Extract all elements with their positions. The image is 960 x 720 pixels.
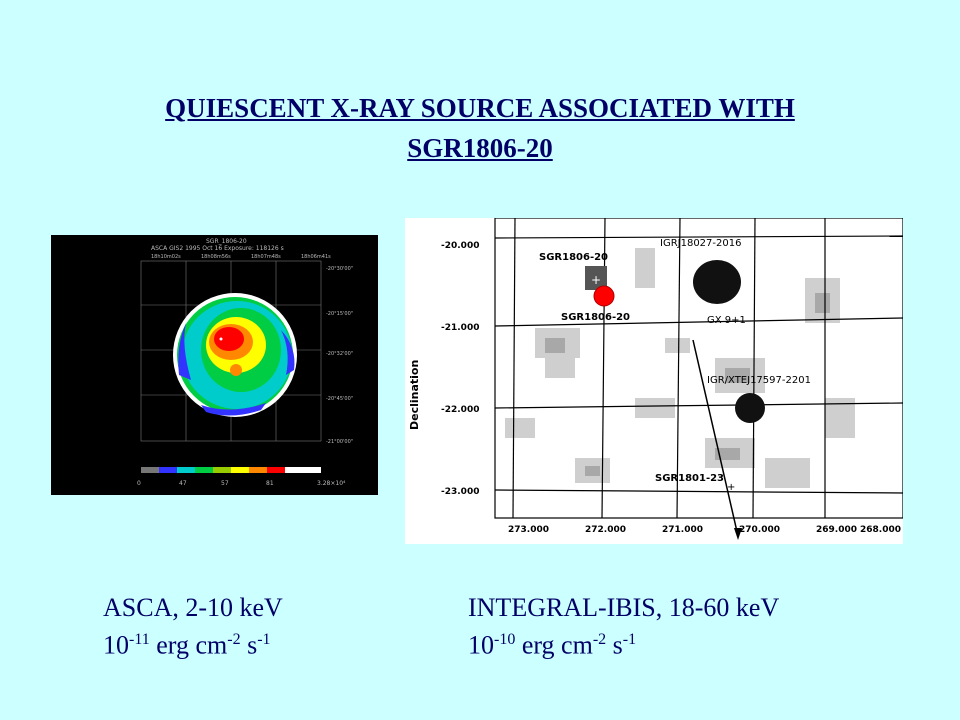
title-line-2: SGR1806-20	[407, 133, 553, 163]
label-igrxte: IGR/XTEJ17597-2201	[707, 375, 811, 386]
caption-integral: INTEGRAL-IBIS, 18-60 keV 10-10 erg cm-2 …	[468, 592, 779, 662]
slide-title: QUIESCENT X-RAY SOURCE ASSOCIATED WITH S…	[0, 88, 960, 168]
declination-axis-label: Declination	[408, 360, 421, 430]
colorbar-label: 81	[266, 480, 274, 487]
label-gx9: GX 9+1	[707, 315, 746, 326]
integral-grid	[494, 218, 903, 519]
caption-asca: ASCA, 2-10 keV 10-11 erg cm-2 s-1	[103, 592, 283, 662]
asca-dec-tick: -21°00'00"	[326, 439, 353, 445]
integral-image: + + SGR1806-20 IGRJ18027-2016 SGR1806-20…	[405, 218, 903, 544]
ra-tick: 269.000	[816, 525, 857, 535]
ra-tick: 270.000	[739, 525, 780, 535]
source-sgr1806	[585, 266, 607, 290]
dec-tick: -22.000	[441, 405, 479, 415]
caption-integral-instrument: INTEGRAL-IBIS, 18-60 keV	[468, 593, 780, 622]
asca-dec-tick: -20°15'00"	[326, 311, 353, 317]
colorbar-label: 47	[179, 480, 187, 487]
integral-background-structure	[505, 248, 855, 488]
asca-ra-tick: 18h07m48s	[251, 254, 281, 260]
label-sgr1801: SGR1801-23	[655, 473, 724, 484]
caption-asca-flux: 10-11 erg cm-2 s-1	[103, 630, 271, 660]
dec-tick: -23.000	[441, 487, 479, 497]
title-line-1: QUIESCENT X-RAY SOURCE ASSOCIATED WITH	[165, 93, 795, 123]
colorbar-label: 3.28×10⁴	[317, 480, 346, 487]
sgr1806-position-marker	[593, 285, 615, 307]
asca-detector-map	[173, 293, 297, 417]
asca-header-1: SGR_1806-20	[206, 238, 247, 245]
ra-tick: 268.000	[860, 525, 901, 535]
caption-integral-flux: 10-10 erg cm-2 s-1	[468, 630, 637, 660]
asca-image: SGR_1806-20 ASCA GIS2 1995 Oct 16 Exposu…	[51, 235, 378, 495]
caption-asca-instrument: ASCA, 2-10 keV	[103, 593, 283, 622]
colorbar-label: 57	[221, 480, 229, 487]
dec-tick: -20.000	[441, 241, 479, 251]
label-sgr1806-top: SGR1806-20	[539, 252, 608, 263]
asca-header-2: ASCA GIS2 1995 Oct 16 Exposure: 118126 s	[151, 245, 284, 252]
asca-dec-tick: -20°45'00"	[326, 396, 353, 402]
asca-ra-tick: 18h10m02s	[151, 254, 181, 260]
dec-tick: -21.000	[441, 323, 479, 333]
colorbar-label: 0	[137, 480, 141, 487]
asca-dec-tick: -20°32'00"	[326, 351, 353, 357]
svg-text:+: +	[591, 273, 601, 287]
proper-motion-arrow: +	[692, 339, 742, 540]
ra-tick: 272.000	[585, 525, 626, 535]
source-igrxte	[735, 393, 765, 423]
source-igrj18027	[693, 260, 741, 304]
asca-ra-tick: 18h08m56s	[201, 254, 231, 260]
asca-dec-tick: -20°30'00"	[326, 266, 353, 272]
svg-text:+: +	[727, 482, 735, 493]
asca-ra-tick: 18h06m41s	[301, 254, 331, 260]
label-sgr1806-bottom: SGR1806-20	[561, 312, 630, 323]
asca-colorbar	[141, 467, 321, 473]
label-igrj18027: IGRJ18027-2016	[660, 238, 741, 249]
ra-tick: 271.000	[662, 525, 703, 535]
ra-tick: 273.000	[508, 525, 549, 535]
